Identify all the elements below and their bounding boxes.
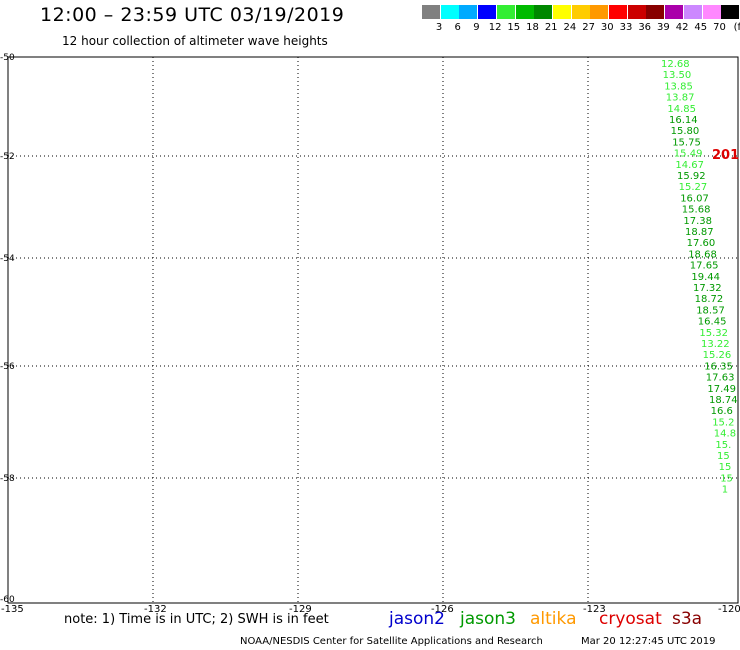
- swh-value-label: 18.57: [696, 305, 725, 316]
- scale-swatch: [702, 5, 721, 19]
- scale-swatch: [665, 5, 684, 19]
- swh-value-label: 15.49: [674, 149, 703, 160]
- swh-value-label: 15.32: [699, 328, 728, 339]
- swh-value-label: 17.38: [683, 216, 712, 227]
- scale-swatch: [440, 5, 459, 19]
- scale-swatch: [552, 5, 571, 19]
- swh-value-label: 15.92: [677, 171, 706, 182]
- map-subtitle: 12 hour collection of altimeter wave hei…: [62, 34, 328, 48]
- swh-value-label: 15: [720, 473, 733, 484]
- swh-value-label: 17.65: [690, 261, 719, 272]
- swh-value-label: 18.74: [709, 395, 738, 406]
- scale-label: 45: [694, 22, 708, 33]
- scale-swatch: [459, 5, 478, 19]
- swh-value-label: 14.85: [667, 104, 696, 115]
- swh-value-label: 14.8: [714, 429, 736, 440]
- scale-swatch: [721, 5, 740, 19]
- swh-value-label: 16.07: [680, 193, 709, 204]
- swh-value-label: 15: [719, 462, 732, 473]
- scale-swatch: [590, 5, 609, 19]
- swh-value-label: 18.68: [688, 249, 717, 260]
- legend-jason2: jason2: [389, 609, 445, 629]
- scale-label: 15: [507, 22, 521, 33]
- scale-label: 9: [473, 22, 480, 33]
- swh-value-label: 17.63: [706, 373, 735, 384]
- legend-altika: altika: [530, 609, 577, 629]
- map-title: 12:00 – 23:59 UTC 03/19/2019: [40, 4, 345, 26]
- scale-label: 33: [619, 22, 633, 33]
- latitude-label: -50: [0, 53, 15, 63]
- swh-value-label: 18.87: [685, 227, 714, 238]
- latitude-label: -54: [0, 254, 15, 264]
- scale-label: 3: [435, 22, 443, 33]
- swh-value-label: 15.80: [671, 126, 700, 137]
- swh-value-label: 15.75: [672, 137, 701, 148]
- swh-value-label: 13.50: [663, 70, 692, 81]
- scale-swatch: [478, 5, 497, 19]
- swh-value-label: 15.2: [712, 417, 734, 428]
- swh-value-label: 15.68: [682, 205, 711, 216]
- scale-swatch: [496, 5, 515, 19]
- swh-value-label: 16.45: [698, 317, 727, 328]
- swh-value-label: 19.44: [691, 272, 720, 283]
- swh-value-label: 13.87: [666, 93, 695, 104]
- longitude-label: -123: [583, 604, 606, 615]
- longitude-label: -126: [431, 604, 454, 615]
- scale-label: 6: [454, 22, 461, 33]
- scale-label: 12: [488, 22, 502, 33]
- latitude-label: -58: [0, 474, 15, 484]
- scale-swatch: [627, 5, 646, 19]
- longitude-label: -120: [718, 604, 740, 615]
- scale-swatch: [422, 5, 440, 19]
- swh-value-label: 15.: [715, 440, 731, 451]
- swh-value-label: 16.14: [669, 115, 698, 126]
- scale-label: (ft): [733, 22, 740, 33]
- latitude-label: -56: [0, 362, 15, 372]
- swh-value-label: 12.68: [661, 59, 690, 70]
- legend-s3a: s3a: [672, 609, 703, 629]
- map-frame: [7, 56, 739, 604]
- swh-value-label: 1: [722, 485, 728, 496]
- scale-label: 18: [526, 22, 539, 33]
- scale-label: 70: [713, 22, 726, 33]
- longitude-label: -135: [1, 604, 24, 615]
- swh-value-label: 14.67: [675, 160, 704, 171]
- swh-value-label: 17.32: [693, 283, 722, 294]
- swh-value-label: 17.60: [687, 238, 716, 249]
- scale-swatch: [609, 5, 627, 19]
- scale-swatch: [683, 5, 702, 19]
- swh-value-label: 16.6: [711, 406, 733, 417]
- legend-jason3: jason3: [460, 609, 516, 629]
- swh-value-label: 17.49: [707, 384, 736, 395]
- legend-cryosat: cryosat: [599, 609, 662, 629]
- swh-value-label: 16.35: [704, 361, 733, 372]
- swh-value-label: 15.27: [679, 182, 708, 193]
- swh-value-label: 15.26: [703, 350, 732, 361]
- units-note: note: 1) Time is in UTC; 2) SWH is in fe…: [64, 612, 329, 627]
- scale-label: 39: [657, 22, 670, 33]
- track-time-label: 201: [712, 148, 739, 163]
- swh-value-label: 13.85: [664, 81, 693, 92]
- swh-value-label: 18.72: [695, 294, 724, 305]
- scale-label: 27: [582, 22, 595, 33]
- credit-line: NOAA/NESDIS Center for Satellite Applica…: [240, 636, 543, 647]
- generated-timestamp: Mar 20 12:27:45 UTC 2019: [581, 636, 716, 647]
- scale-label: 30: [600, 22, 614, 33]
- latitude-label: -52: [0, 152, 15, 162]
- swh-value-label: 13.22: [701, 339, 730, 350]
- scale-label: 21: [544, 22, 558, 33]
- scale-label: 24: [563, 22, 577, 33]
- scale-label: 36: [638, 22, 652, 33]
- latitude-label: -60: [0, 595, 15, 605]
- longitude-label: -132: [144, 604, 167, 615]
- scale-swatch: [571, 5, 590, 19]
- scale-swatch: [534, 5, 553, 19]
- scale-label: 42: [675, 22, 689, 33]
- longitude-label: -129: [289, 604, 312, 615]
- scale-swatch: [515, 5, 534, 19]
- scale-swatch: [646, 5, 665, 19]
- swh-value-label: 15: [717, 451, 730, 462]
